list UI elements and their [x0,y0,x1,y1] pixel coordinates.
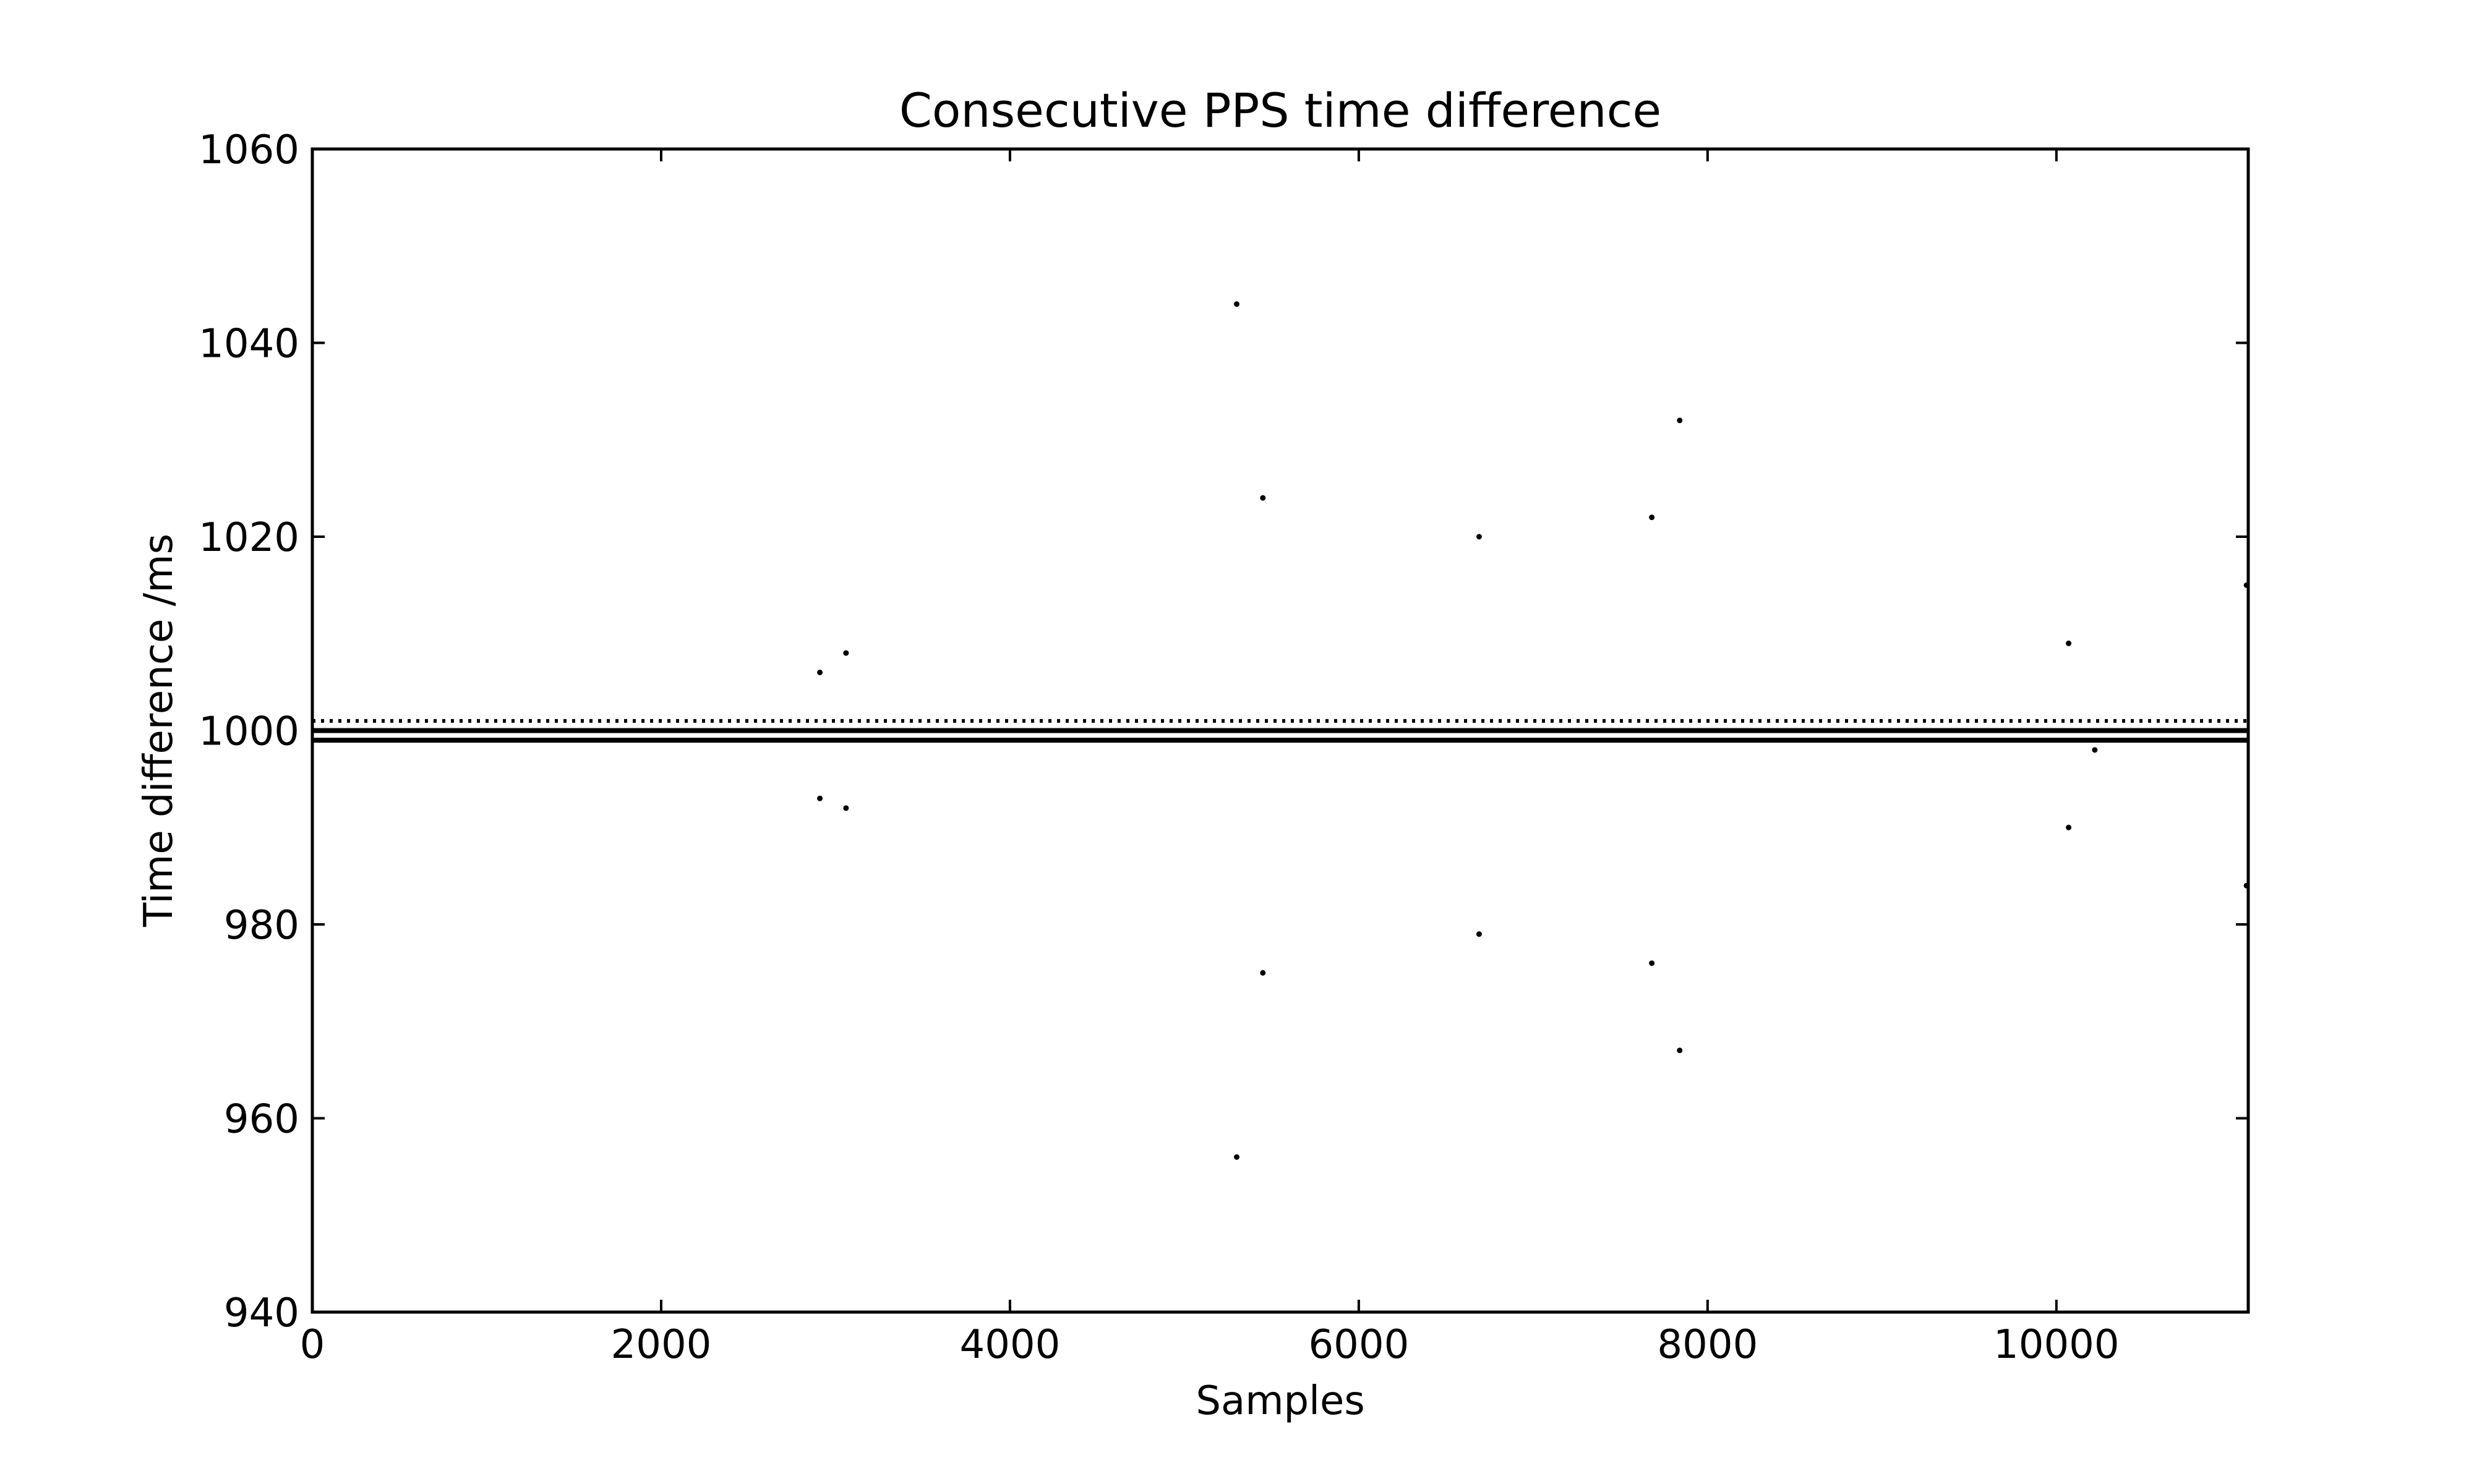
data-point [1260,970,1266,976]
x-tick-label: 8000 [1657,1322,1758,1368]
x-tick-label: 0 [300,1322,325,1368]
data-point [2066,824,2072,830]
data-point [1476,534,1482,540]
data-point [1677,1047,1683,1054]
y-axis-label: Time difference /ms [136,534,182,927]
chart-title: Consecutive PPS time difference [899,83,1661,138]
data-point [1649,960,1655,966]
data-point [843,805,849,811]
y-tick-label: 1000 [199,709,299,755]
tick-layer: 0 2000 4000 6000 8000 10000 940 960 980 1000 1020 1… [199,127,2248,1368]
data-point [843,650,849,656]
x-tick-label: 10000 [1993,1322,2120,1368]
x-tick-label: 4000 [959,1322,1060,1368]
y-tick-label: 980 [224,903,299,949]
data-point [1234,1154,1240,1160]
data-point [1234,301,1240,307]
y-tick-label: 1060 [199,127,299,173]
x-axis-label: Samples [1196,1378,1364,1424]
data-layer [312,301,2249,1160]
data-point [1260,495,1266,501]
data-point [817,669,823,675]
y-tick-label: 960 [224,1097,299,1143]
y-tick-label: 1020 [199,515,299,561]
data-point [817,795,823,801]
x-tick-label: 6000 [1308,1322,1409,1368]
data-point [1677,417,1683,424]
data-point [1649,514,1655,521]
data-point [2066,640,2072,646]
data-point [2092,747,2098,753]
x-tick-label: 2000 [611,1322,712,1368]
y-tick-label: 1040 [199,322,299,367]
y-tick-label: 940 [224,1290,299,1336]
data-point [1476,931,1482,937]
